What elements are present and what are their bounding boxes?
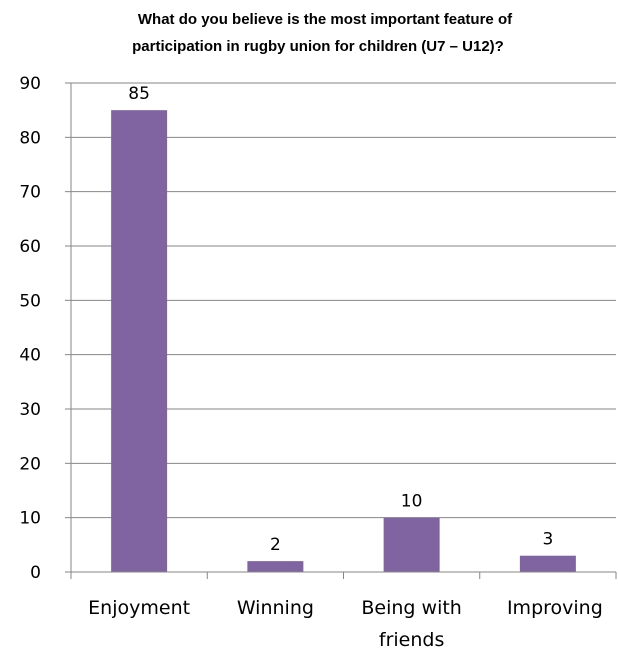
data-label: 2: [270, 535, 281, 555]
y-tick-label: 30: [19, 400, 41, 420]
data-label: 10: [401, 492, 423, 512]
bar: [111, 110, 168, 573]
bar: [247, 561, 304, 572]
y-tick-label: 20: [19, 454, 41, 474]
y-tick-label: 80: [19, 128, 41, 148]
data-label: 3: [542, 530, 553, 550]
y-tick-label: 70: [19, 183, 41, 203]
y-tick-label: 60: [19, 237, 41, 257]
chart-title-line-2: participation in rugby union for childre…: [132, 38, 504, 55]
x-axis: Enjoyment Winning Being with friends Improvi…: [70, 83, 617, 651]
x-tick-label: friends: [379, 629, 444, 651]
x-tick-label: Improving: [507, 597, 603, 619]
y-tick-label: 50: [19, 291, 41, 311]
data-labels: 85 2 10 3: [128, 84, 553, 555]
y-axis-ticks: 0 10 20 30 40 50 60 70 80 90: [19, 74, 71, 583]
y-tick-label: 0: [30, 563, 41, 583]
bar: [383, 517, 440, 572]
y-tick-label: 90: [19, 74, 41, 94]
x-tick-label: Winning: [237, 597, 314, 619]
data-label: 85: [128, 84, 150, 104]
bar: [519, 555, 576, 572]
x-tick-label: Being with: [361, 597, 461, 619]
chart-title-line-1: What do you believe is the most importan…: [138, 11, 513, 28]
y-tick-label: 40: [19, 346, 41, 366]
x-tick-label: Enjoyment: [88, 597, 190, 619]
bars: [111, 110, 576, 573]
y-tick-label: 10: [19, 509, 41, 529]
